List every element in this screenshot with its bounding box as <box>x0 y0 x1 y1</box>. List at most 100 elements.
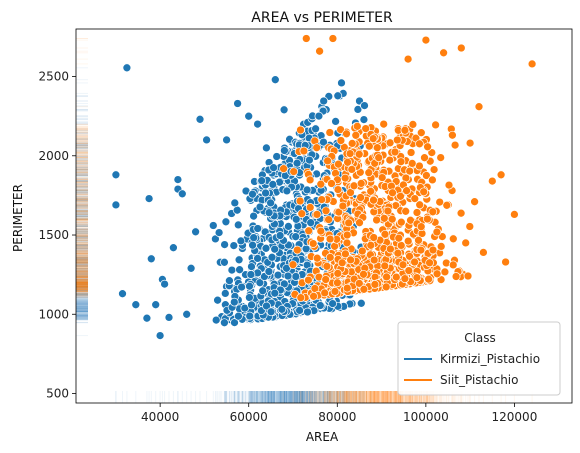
siit-point <box>309 291 318 301</box>
siit-point <box>330 287 340 296</box>
siit-point <box>321 275 331 284</box>
siit-point <box>405 166 415 176</box>
siit-point <box>333 269 343 278</box>
siit-point <box>346 255 355 265</box>
siit-point <box>296 125 305 135</box>
kirmizi-point <box>303 307 312 317</box>
siit-point <box>456 208 466 218</box>
siit-point <box>405 251 414 261</box>
siit-point <box>439 48 448 58</box>
siit-point <box>435 197 445 207</box>
siit-point <box>323 156 332 166</box>
siit-point <box>470 197 479 207</box>
siit-point <box>374 153 384 163</box>
siit-point <box>289 167 299 176</box>
siit-point <box>325 128 335 137</box>
kirmizi-point <box>255 202 265 212</box>
siit-point <box>396 217 406 227</box>
siit-point <box>343 157 352 167</box>
siit-point <box>380 229 390 239</box>
kirmizi-point <box>249 233 259 243</box>
siit-point <box>351 130 361 140</box>
kirmizi-point <box>268 180 278 189</box>
kirmizi-point <box>186 263 196 273</box>
kirmizi-point <box>255 278 265 288</box>
siit-point <box>334 207 344 217</box>
siit-point <box>382 272 391 282</box>
kirmizi-point <box>230 318 239 327</box>
siit-point <box>444 180 454 190</box>
siit-point <box>304 275 313 285</box>
kirmizi-point <box>237 282 246 292</box>
kirmizi-point <box>213 295 222 305</box>
siit-point <box>334 159 343 169</box>
siit-point <box>327 179 336 188</box>
kirmizi-point <box>279 279 289 289</box>
kirmizi-point <box>245 311 255 321</box>
kirmizi-point <box>246 270 256 279</box>
siit-point <box>463 271 473 281</box>
kirmizi-point <box>220 257 229 267</box>
siit-point <box>393 248 403 258</box>
siit-point <box>297 209 307 219</box>
siit-point <box>390 147 400 157</box>
siit-point <box>338 201 348 211</box>
kirmizi-point <box>173 175 183 184</box>
siit-point <box>369 195 378 205</box>
siit-point <box>415 200 425 210</box>
siit-point <box>372 143 382 153</box>
kirmizi-point <box>360 101 369 110</box>
siit-point <box>292 245 302 255</box>
siit-point <box>401 206 411 216</box>
kirmizi-point <box>247 262 256 271</box>
kirmizi-point <box>222 135 231 145</box>
siit-point <box>450 140 460 150</box>
kirmizi-point <box>331 117 340 126</box>
kirmizi-point <box>306 218 316 228</box>
kirmizi-point <box>302 185 312 195</box>
kirmizi-point <box>248 240 257 250</box>
siit-point <box>394 233 404 243</box>
siit-point <box>317 195 327 204</box>
siit-point <box>386 244 395 254</box>
siit-point <box>288 260 298 270</box>
siit-point <box>424 274 433 284</box>
siit-point <box>431 120 440 130</box>
siit-point <box>364 168 374 178</box>
kirmizi-point <box>229 241 239 250</box>
kirmizi-point <box>353 105 363 114</box>
siit-point <box>461 238 471 248</box>
siit-point <box>400 274 410 284</box>
kirmizi-point <box>220 240 229 249</box>
kirmizi-point <box>244 111 254 121</box>
kirmizi-point <box>264 267 274 276</box>
siit-point <box>404 266 414 275</box>
siit-point <box>416 222 426 232</box>
kirmizi-point <box>279 105 289 115</box>
siit-point <box>304 226 314 236</box>
kirmizi-point <box>249 211 258 221</box>
siit-point <box>344 218 354 228</box>
siit-point <box>383 206 393 216</box>
siit-point <box>372 215 381 225</box>
siit-point <box>448 234 458 244</box>
siit-point <box>359 284 369 294</box>
siit-point <box>501 257 510 267</box>
kirmizi-point <box>160 279 169 289</box>
siit-point <box>279 164 288 174</box>
siit-point <box>316 179 326 189</box>
kirmizi-point <box>359 115 369 124</box>
siit-point <box>432 269 442 279</box>
siit-point <box>316 226 326 236</box>
siit-point <box>305 203 315 212</box>
kirmizi-point <box>111 200 121 210</box>
siit-point <box>296 293 306 303</box>
kirmizi-point <box>221 217 231 227</box>
kirmizi-point <box>144 194 154 203</box>
siit-point <box>337 258 347 268</box>
kirmizi-point <box>234 255 244 265</box>
siit-point <box>410 194 420 203</box>
kirmizi-point <box>155 331 165 340</box>
kirmizi-point <box>292 158 302 168</box>
kirmizi-point <box>131 300 141 310</box>
